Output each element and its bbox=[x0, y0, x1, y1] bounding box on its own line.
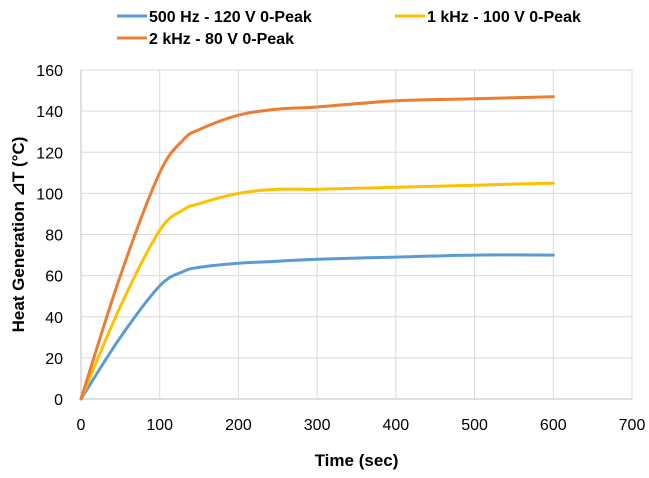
y-tick-label: 60 bbox=[45, 269, 63, 286]
legend-label-500hz: 500 Hz - 120 V 0-Peak bbox=[149, 9, 312, 26]
y-tick-label: 40 bbox=[45, 310, 63, 327]
legend: 500 Hz - 120 V 0-Peak 1 kHz - 100 V 0-Pea… bbox=[117, 9, 581, 48]
x-tick-label: 700 bbox=[619, 417, 646, 434]
x-tick-label: 400 bbox=[383, 417, 410, 434]
data-series bbox=[79, 95, 555, 401]
x-tick-label: 500 bbox=[461, 417, 488, 434]
series-line-500hz bbox=[79, 253, 555, 401]
y-tick-label: 100 bbox=[36, 186, 63, 203]
x-tick-label: 200 bbox=[225, 417, 252, 434]
y-axis-title: Heat Generation ⊿T (°C) bbox=[9, 137, 28, 333]
legend-label-2khz: 2 kHz - 80 V 0-Peak bbox=[149, 31, 294, 48]
y-tick-label: 120 bbox=[36, 145, 63, 162]
y-tick-label: 140 bbox=[36, 104, 63, 121]
series-line-1khz bbox=[79, 181, 555, 401]
y-tick-label: 0 bbox=[54, 392, 63, 409]
x-tick-label: 0 bbox=[77, 417, 86, 434]
series-line-2khz bbox=[79, 95, 555, 401]
legend-label-1khz: 1 kHz - 100 V 0-Peak bbox=[427, 9, 581, 26]
axes bbox=[80, 70, 632, 400]
x-tick-label: 100 bbox=[146, 417, 173, 434]
x-tick-label: 300 bbox=[304, 417, 331, 434]
x-axis-title: Time (sec) bbox=[315, 451, 399, 470]
y-tick-label: 80 bbox=[45, 228, 63, 245]
y-tick-label: 160 bbox=[36, 63, 63, 80]
tick-labels: 0 20 40 60 80 100 120 140 160 0 100 200 300 400 500 600… bbox=[36, 63, 645, 434]
x-tick-label: 600 bbox=[540, 417, 567, 434]
grid-lines bbox=[81, 69, 633, 399]
y-tick-label: 20 bbox=[45, 351, 63, 368]
